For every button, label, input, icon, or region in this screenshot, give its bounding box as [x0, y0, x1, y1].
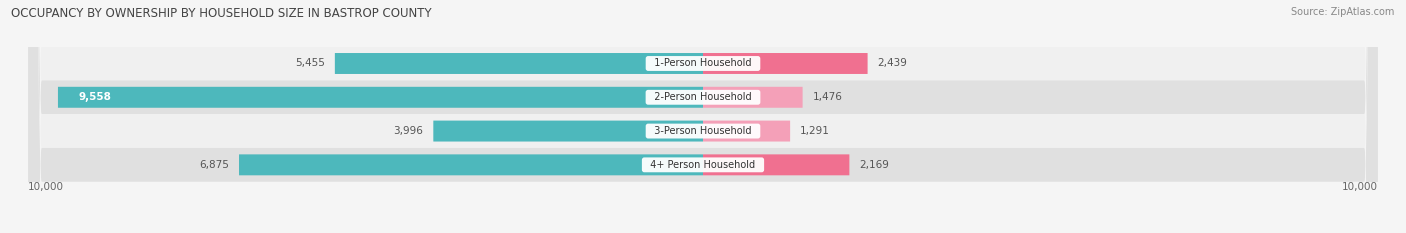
Text: 5,455: 5,455: [295, 58, 325, 69]
Text: 3-Person Household: 3-Person Household: [648, 126, 758, 136]
Text: 10,000: 10,000: [28, 182, 65, 192]
Text: 2,169: 2,169: [859, 160, 890, 170]
Text: 9,558: 9,558: [79, 92, 111, 102]
Text: OCCUPANCY BY OWNERSHIP BY HOUSEHOLD SIZE IN BASTROP COUNTY: OCCUPANCY BY OWNERSHIP BY HOUSEHOLD SIZE…: [11, 7, 432, 20]
FancyBboxPatch shape: [28, 0, 1378, 233]
Text: 2-Person Household: 2-Person Household: [648, 92, 758, 102]
Text: 1-Person Household: 1-Person Household: [648, 58, 758, 69]
Text: 1,291: 1,291: [800, 126, 830, 136]
FancyBboxPatch shape: [28, 0, 1378, 233]
Text: Source: ZipAtlas.com: Source: ZipAtlas.com: [1291, 7, 1395, 17]
FancyBboxPatch shape: [703, 154, 849, 175]
FancyBboxPatch shape: [703, 121, 790, 141]
Text: 2,439: 2,439: [877, 58, 908, 69]
Text: 6,875: 6,875: [200, 160, 229, 170]
FancyBboxPatch shape: [703, 87, 803, 108]
Text: 10,000: 10,000: [1341, 182, 1378, 192]
FancyBboxPatch shape: [433, 121, 703, 141]
Text: 3,996: 3,996: [394, 126, 423, 136]
Text: 4+ Person Household: 4+ Person Household: [644, 160, 762, 170]
FancyBboxPatch shape: [58, 87, 703, 108]
Text: 1,476: 1,476: [813, 92, 842, 102]
FancyBboxPatch shape: [239, 154, 703, 175]
FancyBboxPatch shape: [28, 0, 1378, 233]
FancyBboxPatch shape: [703, 53, 868, 74]
FancyBboxPatch shape: [28, 0, 1378, 233]
FancyBboxPatch shape: [335, 53, 703, 74]
